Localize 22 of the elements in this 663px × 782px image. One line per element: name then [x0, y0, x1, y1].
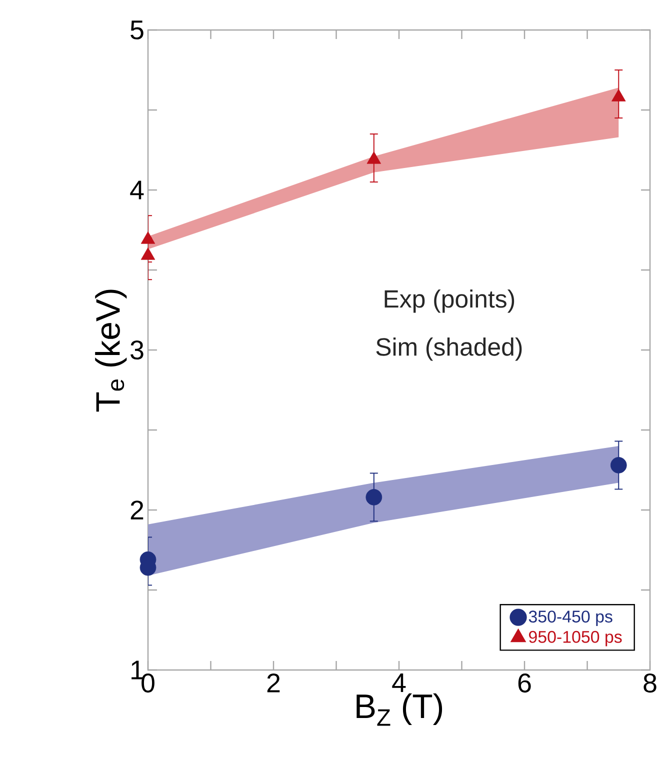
x-axis-title: B$_{Z}$ (T): [356, 693, 442, 726]
legend-label: 950-1050 ps: [529, 630, 622, 646]
y-tick-label: 5: [130, 20, 144, 40]
y-tick-label: 1: [132, 660, 144, 680]
point: [366, 151, 382, 164]
x-tick-label: 4: [392, 674, 406, 692]
x-tick-label: 2: [267, 674, 280, 692]
y-tick-label: 4: [130, 180, 144, 200]
annotation: Exp (points): [384, 290, 514, 313]
legend-label: 350-450 ps: [528, 610, 612, 626]
point: [140, 231, 156, 244]
x-tick-label: 8: [644, 674, 656, 693]
annotation: Sim (shaded): [376, 338, 522, 361]
point: [366, 489, 382, 506]
point: [140, 247, 156, 260]
y-tick-label: 2: [130, 500, 144, 520]
y-tick-label: 3: [130, 340, 144, 360]
x-tick-label: 0: [142, 674, 154, 693]
point: [612, 89, 626, 102]
y-axis-title: T$_{e}$ (keV): [95, 290, 127, 412]
x-tick-label: 6: [518, 674, 531, 693]
point: [610, 457, 627, 474]
